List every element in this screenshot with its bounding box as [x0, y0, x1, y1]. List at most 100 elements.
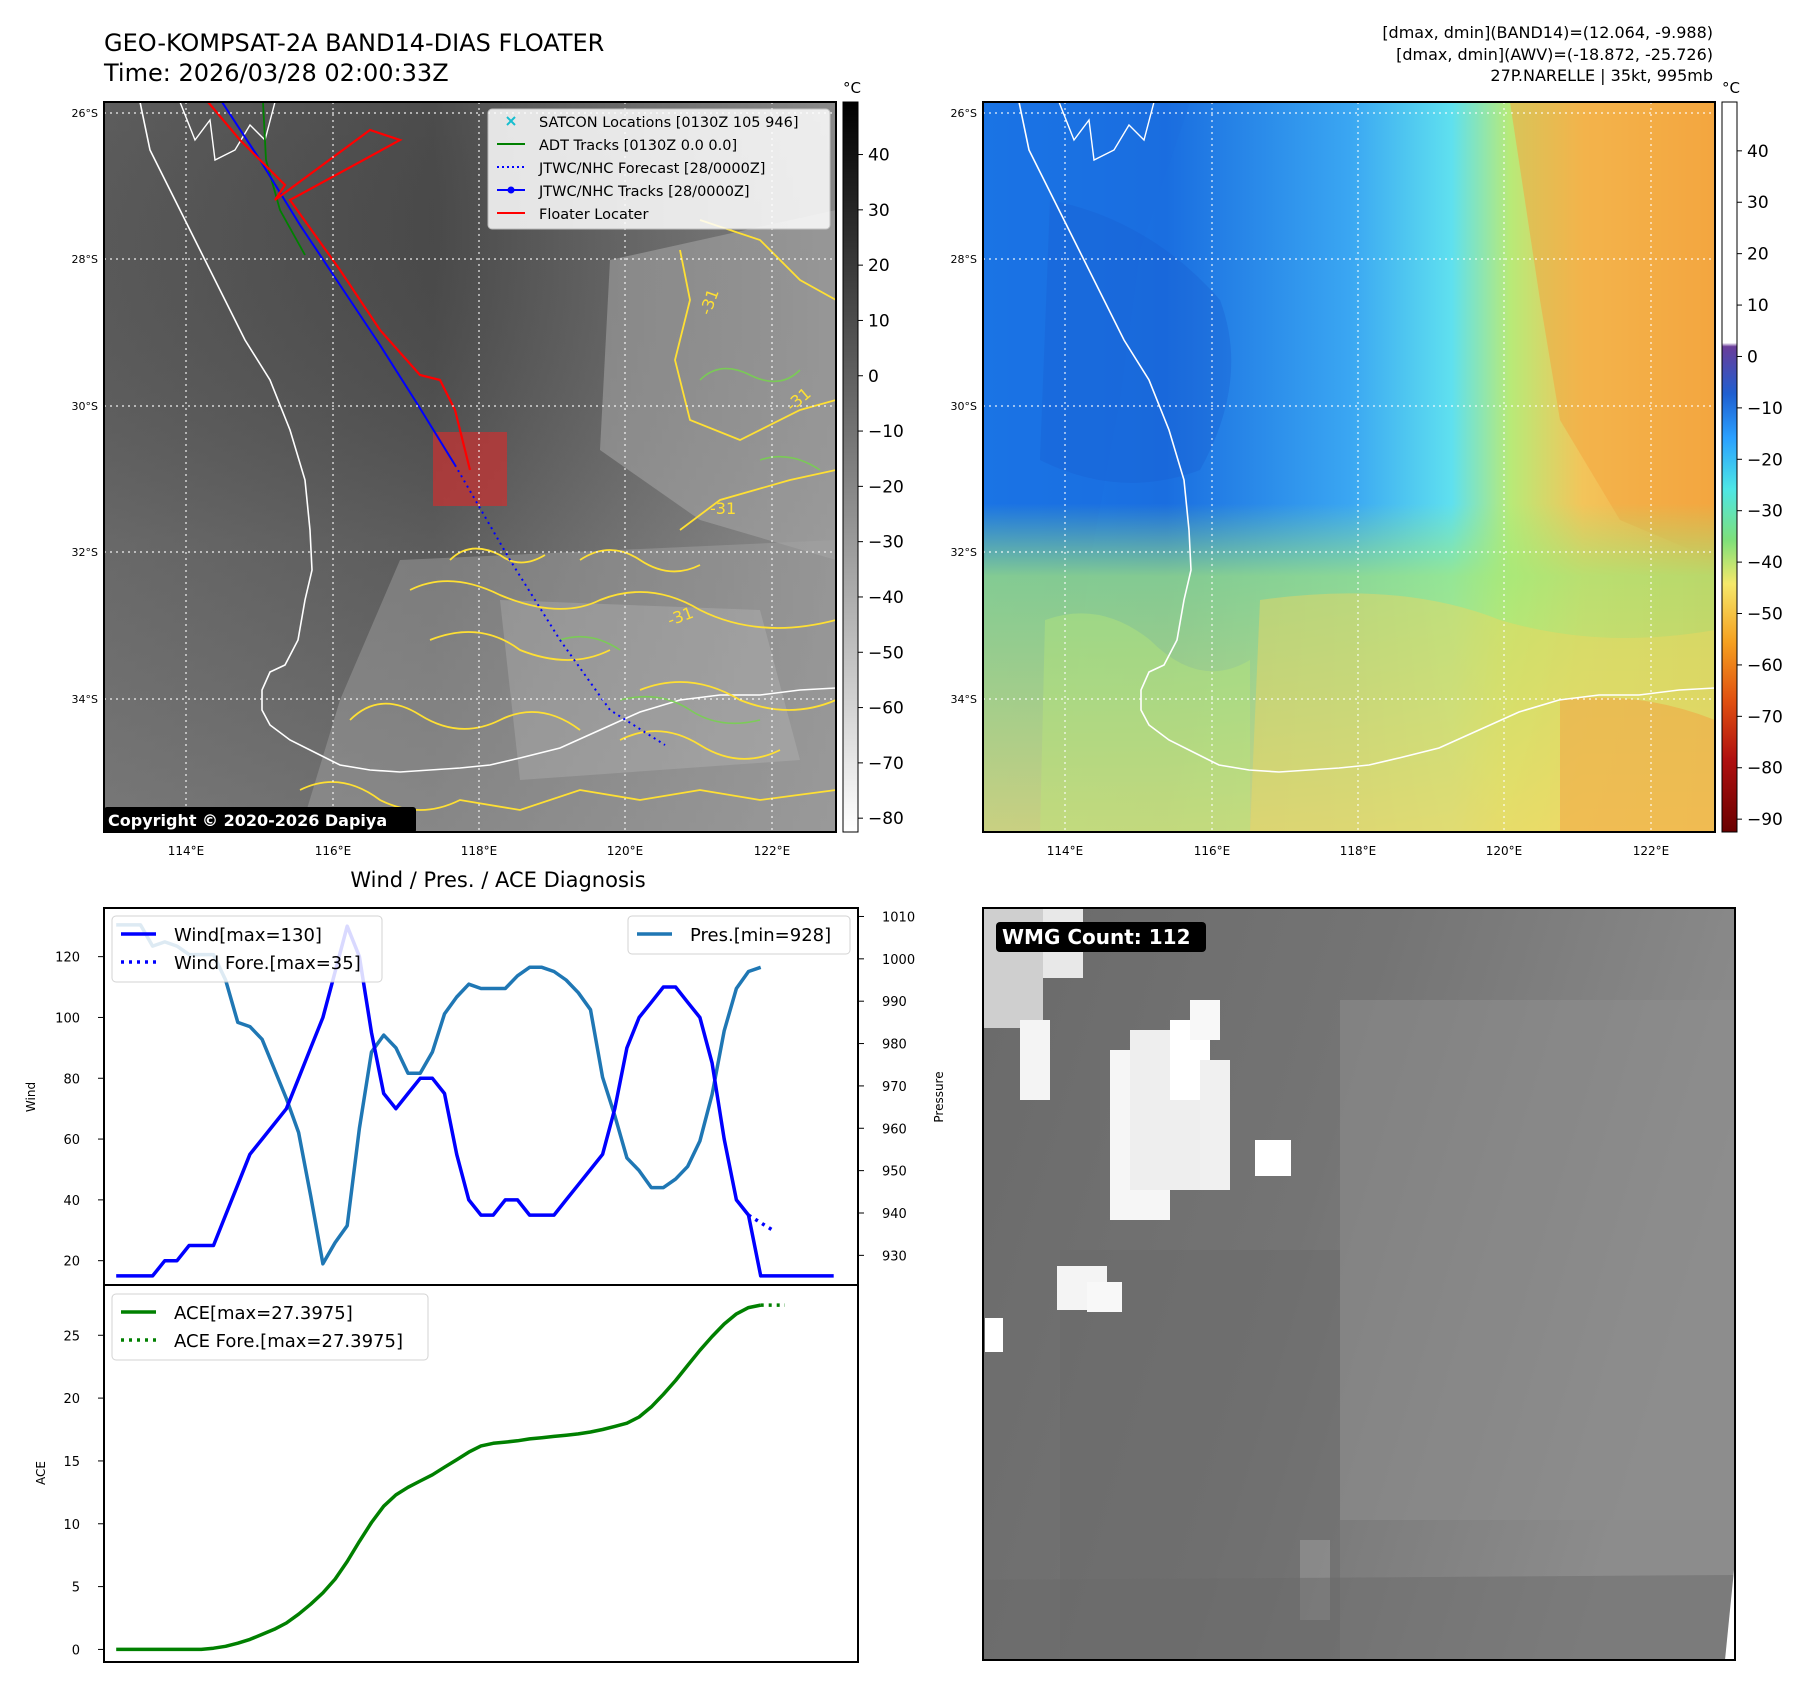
- ace-tick-label: 5: [72, 1581, 80, 1596]
- ir-colorbar: [842, 101, 859, 833]
- lat-label: 34°S: [72, 693, 98, 706]
- ace-tick-label: 20: [63, 1392, 80, 1407]
- ir-colorbar-ticks: 40 30 20 10 0 −10 −20 −30 −40 −50 −60 −70 −80: [858, 146, 904, 829]
- wind-pressure-series: [116, 923, 834, 1278]
- wind-tick-label: 80: [63, 1072, 80, 1087]
- ir-lon-labels: 114°E 116°E 118°E 120°E 122°E: [168, 844, 791, 858]
- adt-track: [262, 102, 306, 256]
- pressure-tick-label: 930: [882, 1249, 907, 1264]
- colorbar-tick-label: 30: [1747, 193, 1769, 213]
- lat-label: 34°S: [951, 693, 977, 706]
- ir-gridlines: [104, 102, 836, 832]
- lat-label: 30°S: [951, 400, 977, 413]
- wind-tick-label: 40: [63, 1194, 80, 1209]
- ace-tick-label: 25: [63, 1329, 80, 1344]
- colorbar-tick-label: −20: [868, 477, 904, 497]
- lon-label: 114°E: [168, 844, 205, 858]
- colorbar-tick-label: −40: [1747, 553, 1783, 573]
- colorbar-tick-label: −30: [868, 533, 904, 553]
- awv-map-frame: [982, 101, 1716, 833]
- contour-label: -31: [710, 499, 736, 518]
- coastline: [1018, 102, 1715, 773]
- legend-ace: ACE[max=27.3975]: [174, 1303, 353, 1324]
- lon-label: 120°E: [607, 844, 644, 858]
- ir-colorbar-unit: °C: [843, 79, 861, 97]
- colorbar-tick-label: 10: [1747, 296, 1769, 316]
- pressure-tick-label: 980: [882, 1038, 907, 1053]
- colorbar-tick-label: −20: [1747, 450, 1783, 470]
- colorbar-tick-label: −50: [868, 643, 904, 663]
- pressure-tick-label: 960: [882, 1122, 907, 1137]
- lon-label: 118°E: [461, 844, 498, 858]
- lat-label: 32°S: [72, 546, 98, 559]
- colorbar-tick-label: −80: [1747, 759, 1783, 779]
- coastline: [139, 102, 836, 773]
- ace-tick-label: 15: [63, 1455, 80, 1470]
- awv-range-text: [dmax, dmin](AWV)=(-18.872, -25.726): [1396, 45, 1713, 64]
- lon-label: 120°E: [1486, 844, 1523, 858]
- colorbar-tick-label: −10: [868, 422, 904, 442]
- colorbar-tick-label: −10: [1747, 399, 1783, 419]
- pressure-line: [116, 923, 762, 1266]
- colorbar-tick-label: 20: [868, 256, 890, 276]
- pressure-ticks: 930 940 950 960 970 980 990 1000 1010: [858, 910, 915, 1264]
- ir-map-frame: [103, 101, 837, 833]
- legend-forecast: JTWC/NHC Forecast [28/0000Z]: [538, 161, 765, 177]
- colorbar-tick-label: 10: [868, 311, 890, 331]
- colorbar-tick-label: 0: [868, 367, 879, 387]
- legend-floater: Floater Locater: [539, 207, 648, 223]
- colorbar-tick-label: −70: [1747, 707, 1783, 727]
- copyright-text: Copyright © 2020-2026 Dapiya: [108, 811, 387, 830]
- wind-ticks: 20 40 60 80 100 120: [55, 951, 104, 1270]
- wmg-badge: [996, 922, 1206, 952]
- colorbar-tick-label: −60: [868, 699, 904, 719]
- wmg-frame: [982, 907, 1736, 1661]
- colorbar-tick-label: −80: [868, 809, 904, 829]
- pressure-tick-label: 1010: [882, 910, 915, 925]
- legend-pressure: Pres.[min=928]: [690, 925, 831, 946]
- ir-legend: SATCON Locations [0130Z 105 946] ADT Tra…: [487, 108, 831, 230]
- lat-label: 28°S: [72, 253, 98, 266]
- legend-wind-fore: Wind Fore.[max=35]: [174, 953, 361, 974]
- colorbar-tick-label: 40: [1747, 142, 1769, 162]
- wind-tick-label: 20: [63, 1255, 80, 1270]
- legend-adt: ADT Tracks [0130Z 0.0 0.0]: [539, 138, 737, 154]
- wind-tick-label: 100: [55, 1011, 80, 1026]
- figure-title: GEO-KOMPSAT-2A BAND14-DIAS FLOATER: [104, 29, 604, 57]
- legend-satcon: SATCON Locations [0130Z 105 946]: [539, 115, 798, 131]
- pressure-axis-label: Pressure: [932, 1071, 946, 1122]
- lat-label: 26°S: [72, 107, 98, 120]
- ace-series: [116, 1303, 785, 1652]
- ace-line: [116, 1303, 762, 1652]
- lat-label: 32°S: [951, 546, 977, 559]
- wind-line: [116, 924, 834, 1278]
- legend-tracks: JTWC/NHC Tracks [28/0000Z]: [538, 184, 750, 200]
- legend-wind: Wind[max=130]: [174, 925, 322, 946]
- ace-axis-label: ACE: [34, 1461, 48, 1485]
- ace-tick-label: 0: [72, 1643, 80, 1658]
- pressure-legend: Pres.[min=928]: [627, 915, 851, 955]
- awv-colorbar-ticks: 40 30 20 10 0 −10 −20 −30 −40 −50 −60 −70 −80 −90: [1737, 142, 1783, 830]
- contours-minus31: [299, 219, 836, 811]
- wmg-count: WMG Count: 112: [1002, 925, 1191, 949]
- ace-ticks: 0 5 10 15 20 25: [63, 1329, 104, 1658]
- wmg-panel: [983, 908, 1735, 1660]
- figure-time: Time: 2026/03/28 02:00:33Z: [103, 59, 449, 87]
- ace-tick-label: 10: [63, 1518, 80, 1533]
- copyright-box: [104, 807, 416, 833]
- lat-label: 28°S: [951, 253, 977, 266]
- satcon-x-icon: [506, 116, 516, 126]
- colorbar-tick-label: −50: [1747, 605, 1783, 625]
- lon-label: 116°E: [315, 844, 352, 858]
- awv-gridlines: [983, 102, 1715, 832]
- colorbar-tick-label: 40: [868, 146, 890, 166]
- band14-range-text: [dmax, dmin](BAND14)=(12.064, -9.988): [1382, 23, 1713, 42]
- wind-legend: Wind[max=130] Wind Fore.[max=35]: [111, 915, 383, 983]
- storm-info-text: 27P.NARELLE | 35kt, 995mb: [1490, 66, 1713, 85]
- wind-tick-label: 120: [55, 951, 80, 966]
- colorbar-tick-label: −90: [1747, 810, 1783, 830]
- awv-map-panel: [983, 102, 1715, 832]
- jtwc-forecast: [454, 464, 666, 746]
- colorbar-tick-label: 20: [1747, 245, 1769, 265]
